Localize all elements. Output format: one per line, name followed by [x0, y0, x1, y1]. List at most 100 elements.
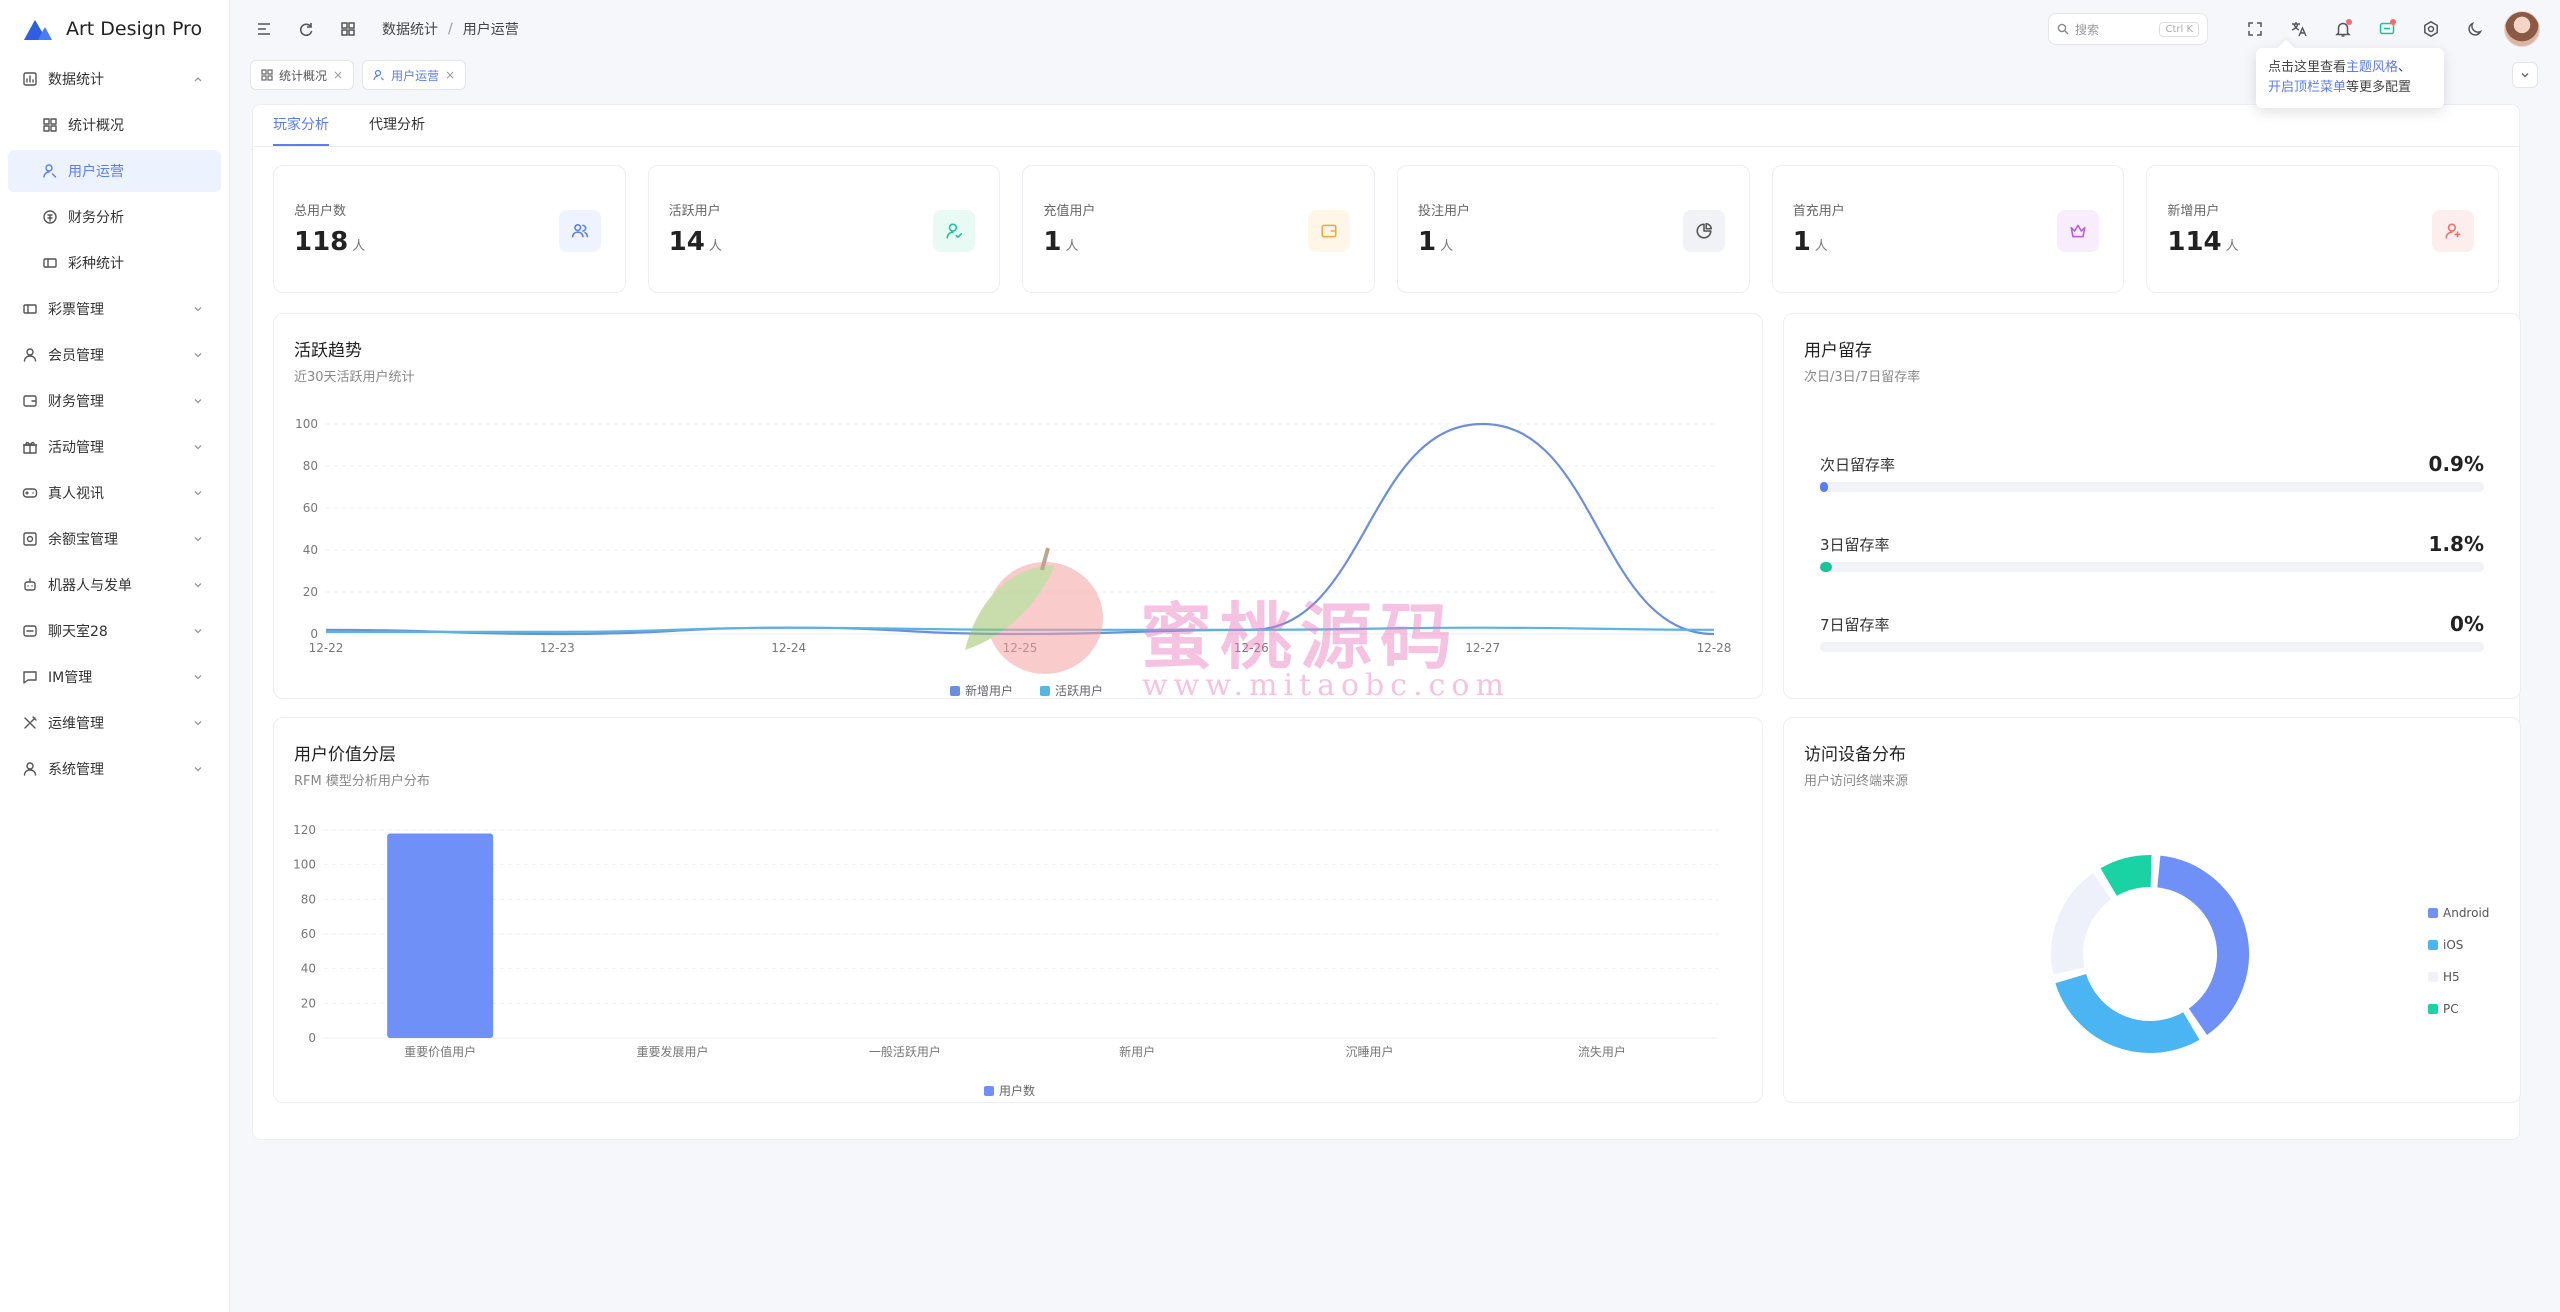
sidebar-item[interactable]: 彩票管理: [8, 288, 221, 330]
retention-card: 用户留存 次日/3日/7日留存率 次日留存率 0.9% 3日留存率 1.8% 7…: [1783, 313, 2521, 699]
y-tick-label: 80: [303, 459, 318, 473]
refresh-button[interactable]: [292, 15, 320, 43]
series-line: [325, 422, 1715, 636]
tab-overview[interactable]: 统计概况 ×: [250, 60, 355, 90]
fullscreen-button[interactable]: [2240, 14, 2270, 44]
sidebar-item-label: 财务分析: [68, 210, 124, 226]
language-button[interactable]: [2284, 14, 2314, 44]
legend-label: PC: [2443, 1002, 2459, 1016]
settings-button[interactable]: [2416, 14, 2446, 44]
tab-agent-analysis[interactable]: 代理分析: [369, 117, 425, 133]
close-icon[interactable]: ×: [333, 68, 344, 82]
tab-user-ops[interactable]: 用户运营 ×: [362, 60, 467, 90]
moon-icon: [2468, 21, 2483, 36]
y-tick-label: 40: [301, 962, 316, 976]
chevron-down-icon: [194, 767, 202, 772]
logo[interactable]: Art Design Pro: [0, 0, 229, 58]
user-avatar[interactable]: [2504, 11, 2540, 47]
apps-button[interactable]: [334, 15, 362, 43]
stat-icon-badge: [933, 210, 976, 252]
notification-button[interactable]: [2328, 14, 2358, 44]
menu-icon-wrap: [22, 347, 38, 363]
sidebar-item[interactable]: 运维管理: [8, 702, 221, 744]
finance-icon: [43, 210, 57, 224]
y-tick-label: 0: [308, 1031, 316, 1045]
stat-label: 充值用户: [1043, 204, 1096, 219]
card-subtitle: RFM 模型分析用户分布: [294, 774, 430, 789]
sidebar-item[interactable]: 系统管理: [8, 748, 221, 790]
stat-card: 总用户数 118 人: [273, 165, 626, 293]
sidebar-item[interactable]: 财务分析: [8, 196, 221, 238]
activity-line-chart: 0 20 40 60 80 100 12-22 12-23 12-24 12-25 12-26 12-…: [295, 417, 1731, 698]
breadcrumb-item[interactable]: 数据统计: [382, 22, 438, 38]
stat-number: 14: [668, 227, 705, 257]
stat-card: 活跃用户 14 人: [647, 165, 1001, 293]
menu-icon-wrap: [22, 531, 38, 547]
sidebar-item-label: 用户运营: [68, 164, 124, 180]
chevron-down-icon: [194, 399, 202, 404]
sidebar-item-label: 机器人与发单: [48, 578, 132, 594]
sidebar-item[interactable]: 真人视讯: [8, 472, 221, 514]
search-shortcut: Ctrl K: [2159, 21, 2199, 37]
search-box[interactable]: 搜索 Ctrl K: [2048, 13, 2208, 45]
sidebar-item[interactable]: 用户运营: [8, 150, 221, 192]
user-check-icon: [946, 223, 963, 239]
safe-icon: [23, 532, 37, 546]
card-title: 用户留存: [1804, 341, 1872, 361]
sidebar-item[interactable]: 活动管理: [8, 426, 221, 468]
sidebar-item[interactable]: 统计概况: [8, 104, 221, 146]
top-menu-link[interactable]: 开启顶栏菜单: [2268, 80, 2347, 95]
stat-value: 14 人: [669, 227, 980, 257]
breadcrumb-item[interactable]: 用户运营: [462, 22, 519, 38]
chevron-down-icon: [194, 675, 202, 680]
sidebar-item[interactable]: 财务管理: [8, 380, 221, 422]
menu-icon-wrap: [42, 209, 58, 225]
legend-label: 用户数: [999, 1083, 1035, 1098]
chart-icon: [23, 72, 37, 86]
sidebar-item[interactable]: IM管理: [8, 656, 221, 698]
close-icon[interactable]: ×: [445, 68, 456, 82]
menu-collapse-button[interactable]: [250, 15, 278, 43]
notification-dot: [2346, 19, 2352, 25]
menu-icon-wrap: [22, 623, 38, 639]
sidebar-item[interactable]: 彩种统计: [8, 242, 221, 284]
stat-unit: 人: [1065, 239, 1079, 254]
theme-toggle-button[interactable]: [2460, 14, 2490, 44]
wallet-icon: [23, 395, 37, 407]
series-line: [326, 626, 1715, 633]
search-icon: [2057, 23, 2069, 35]
tab-label: 用户运营: [391, 68, 440, 83]
sidebar-item[interactable]: 会员管理: [8, 334, 221, 376]
sidebar-item[interactable]: 机器人与发单: [8, 564, 221, 606]
sidebar-item-label: 运维管理: [48, 716, 104, 732]
menu-icon-wrap: [22, 393, 38, 409]
chat-button[interactable]: [2372, 14, 2402, 44]
tooltip-line-2: 开启顶栏菜单等更多配置: [2268, 78, 2432, 98]
sidebar-item[interactable]: 数据统计: [8, 58, 221, 100]
page-tabs: 统计概况 × 用户运营 ×: [250, 60, 467, 92]
menu-icon-wrap: [22, 439, 38, 455]
ticket-icon: [23, 304, 37, 314]
users-icon: [571, 224, 588, 238]
bell-icon: [2335, 22, 2351, 37]
stat-icon-badge: [2057, 210, 2100, 252]
tab-player-analysis[interactable]: 玩家分析: [273, 114, 329, 146]
sidebar-item[interactable]: 余额宝管理: [8, 518, 221, 560]
retention-label: 次日留存率: [1820, 456, 1896, 474]
pie-slice: [2049, 870, 2114, 977]
settings-tooltip: 点击这里查看主题风格、 开启顶栏菜单等更多配置: [2256, 48, 2444, 108]
legend-label: 活跃用户: [1055, 683, 1103, 698]
pie-slice: [2053, 971, 2202, 1055]
user-plus-icon: [2445, 223, 2461, 239]
y-tick-label: 100: [295, 417, 318, 431]
stat-unit: 人: [708, 239, 722, 254]
retention-track: [1820, 562, 2484, 572]
tabs-dropdown-button[interactable]: [2512, 62, 2538, 88]
theme-style-link[interactable]: 主题风格: [2346, 60, 2399, 75]
retention-row: 次日留存率 0.9%: [1820, 452, 2484, 492]
sidebar-item[interactable]: 聊天室28: [8, 610, 221, 652]
stat-card: 新增用户 114 人: [2146, 165, 2500, 293]
